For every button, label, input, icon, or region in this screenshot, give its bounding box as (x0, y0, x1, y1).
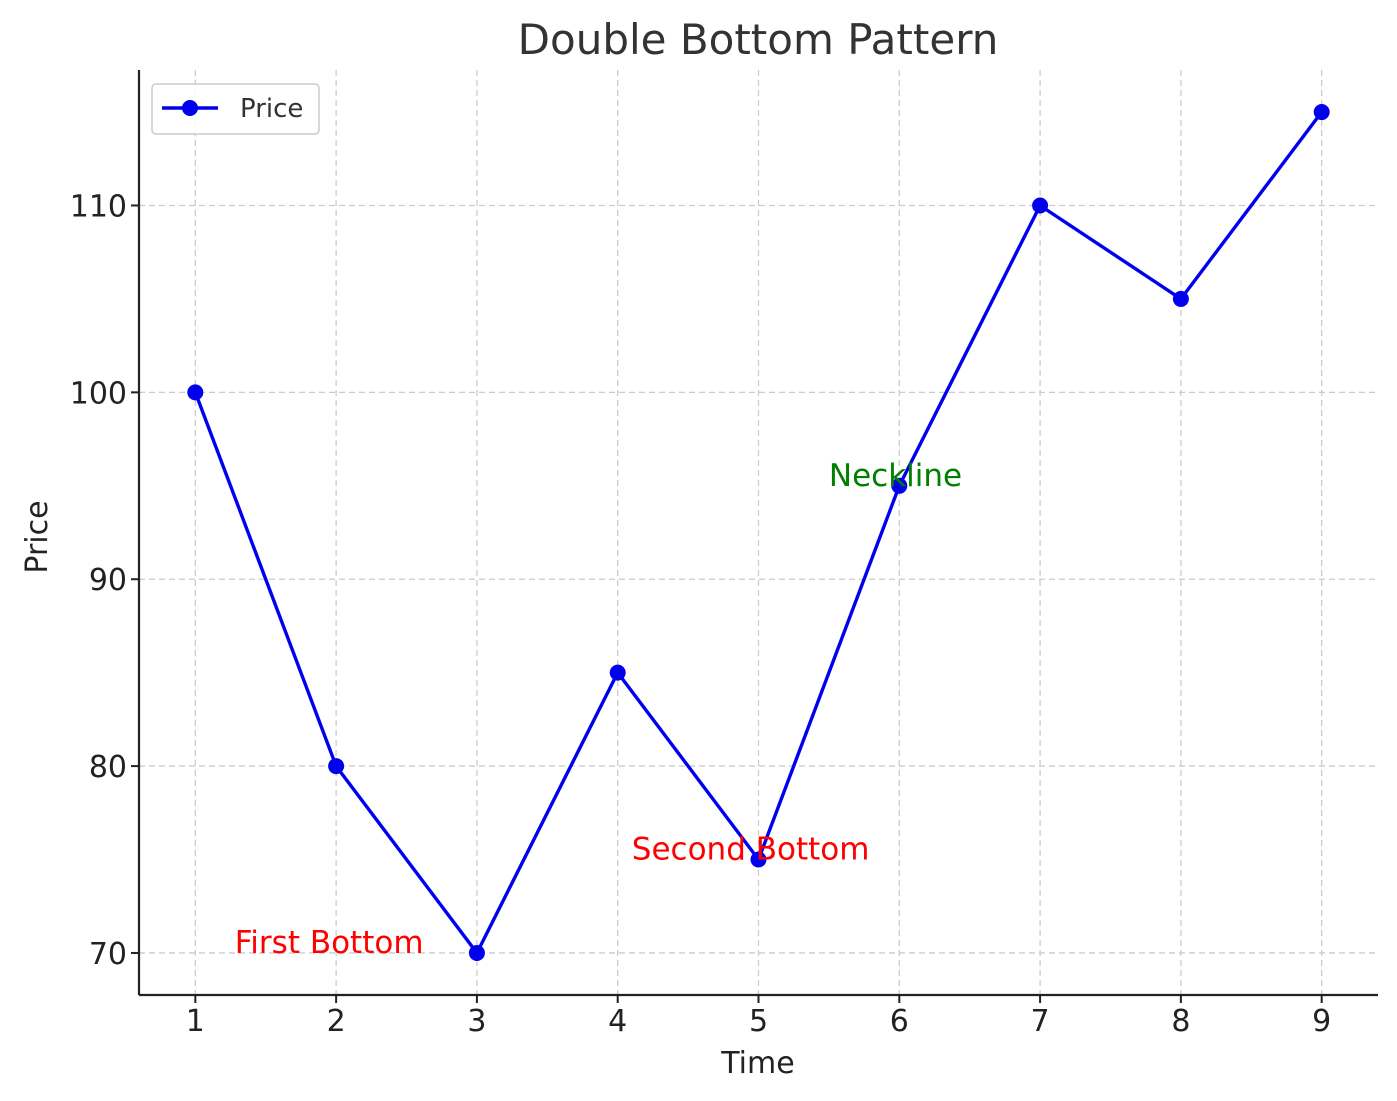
legend-marker (182, 100, 198, 116)
x-tick-label: 7 (1031, 1004, 1050, 1039)
y-tick-label: 80 (89, 750, 127, 785)
x-tick-label: 8 (1171, 1004, 1190, 1039)
data-point (750, 851, 767, 868)
data-point (891, 477, 908, 494)
chart-title: Double Bottom Pattern (518, 15, 999, 64)
x-tick-label: 2 (327, 1004, 346, 1039)
y-axis-label: Price (20, 500, 55, 573)
legend-entry-price: Price (240, 94, 303, 124)
data-point (328, 758, 345, 775)
x-tick-label: 9 (1312, 1004, 1331, 1039)
data-point (468, 944, 485, 961)
legend: Price (151, 83, 320, 135)
x-axis-label: Time (720, 1046, 794, 1081)
x-tick-label: 4 (608, 1004, 627, 1039)
y-tick-label: 70 (89, 937, 127, 972)
legend-box (151, 83, 320, 135)
data-point (187, 384, 204, 401)
x-tick-label: 3 (467, 1004, 486, 1039)
y-tick-label: 90 (89, 563, 127, 598)
y-tick-label: 110 (70, 189, 127, 224)
annotations: First Bottom Second Bottom Neckline (235, 458, 962, 961)
x-tick-label: 1 (186, 1004, 205, 1039)
y-tick-label: 100 (70, 376, 127, 411)
x-tick-label: 5 (749, 1004, 768, 1039)
data-point (1032, 197, 1049, 214)
data-point (609, 664, 626, 681)
annotation-label: First Bottom (235, 925, 424, 961)
series (187, 104, 1330, 961)
grid (139, 70, 1378, 995)
annotation-label: Neckline (829, 458, 962, 494)
data-point (1172, 290, 1189, 307)
ticks: 1 2 3 4 5 6 7 8 9 70 80 90 100 110 (70, 189, 1331, 1039)
annotation-label: Second Bottom (632, 832, 870, 868)
data-point (1313, 104, 1330, 121)
x-tick-label: 6 (890, 1004, 909, 1039)
